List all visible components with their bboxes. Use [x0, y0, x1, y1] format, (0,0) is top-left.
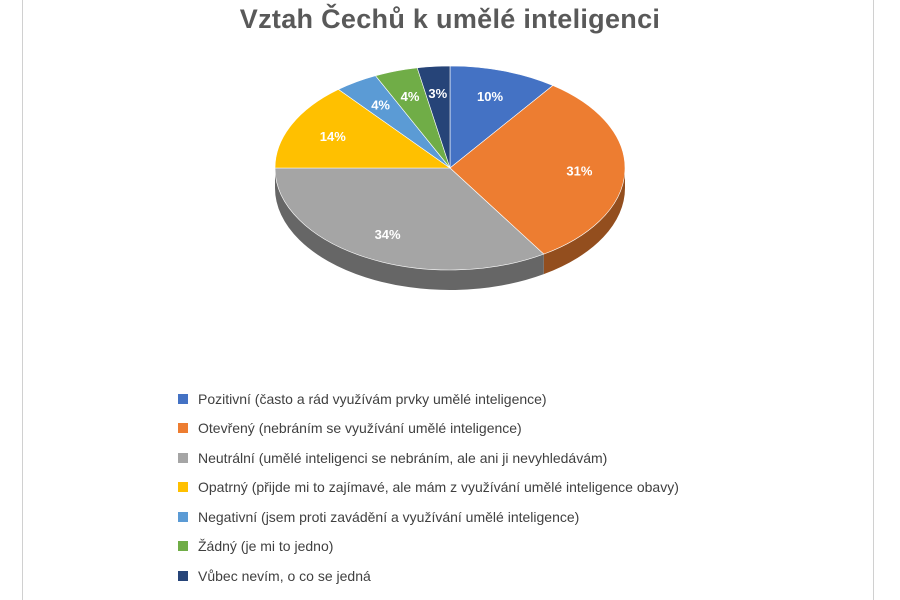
legend-label: Žádný (je mi to jedno) [198, 538, 334, 554]
pie-slice-pozitivni [449, 65, 554, 169]
legend-label: Opatrný (přijde mi to zajímavé, ale mám … [198, 479, 679, 495]
legend-item-zadny: Žádný (je mi to jedno) [178, 536, 679, 557]
data-label-opatrny: 14% [320, 129, 346, 144]
pie-side-otevreny [543, 168, 625, 275]
legend-swatch [178, 393, 188, 404]
data-label-pozitivni: 10% [477, 89, 503, 104]
data-label-otevreny: 31% [566, 163, 592, 178]
legend-label: Neutrální (umělé inteligenci se nebráním… [198, 449, 608, 466]
legend-swatch [178, 541, 188, 551]
pie-labels: 10% 31% 34% 14% 4% 4% 3% [320, 86, 593, 242]
pie-side-neutralni [275, 168, 544, 291]
legend-swatch [178, 423, 188, 433]
data-label-neutralni: 34% [375, 227, 401, 242]
pie-slice-otevreny [449, 85, 626, 255]
data-label-vubec: 3% [428, 86, 447, 101]
pie-slice-opatrny [274, 89, 451, 169]
pie-top [274, 65, 626, 271]
data-label-zadny: 4% [401, 89, 420, 104]
legend-item-opatrny: Opatrný (přijde mi to zajímavé, ale mám … [178, 477, 679, 498]
legend-label: Otevřený (nebráním se využívání umělé in… [198, 420, 522, 436]
legend-swatch [178, 482, 188, 492]
legend-item-otevreny: Otevřený (nebráním se využívání umělé in… [178, 418, 679, 439]
legend-label: Vůbec nevím, o co se jedná [198, 567, 371, 584]
legend-swatch [178, 511, 188, 522]
pie-depth [275, 168, 625, 291]
legend-item-vubec: Vůbec nevím, o co se jedná [178, 565, 679, 586]
legend-item-neutralni: Neutrální (umělé inteligenci se nebráním… [178, 447, 679, 468]
chart-frame [22, 0, 874, 600]
legend: Pozitivní (často a rád využívám prvky um… [178, 388, 679, 595]
legend-item-pozitivni: Pozitivní (často a rád využívám prvky um… [178, 388, 679, 409]
pie-slice-neutralni [274, 167, 545, 271]
legend-swatch [178, 452, 188, 463]
legend-item-negativni: Negativní (jsem proti zavádění a využívá… [178, 506, 679, 527]
data-label-negativni: 4% [371, 97, 390, 112]
chart-title: Vztah Čechů k umělé inteligenci [239, 4, 661, 34]
pie-slice-vubec [416, 65, 451, 169]
legend-label: Negativní (jsem proti zavádění a využívá… [198, 508, 580, 525]
legend-label: Pozitivní (často a rád využívám prvky um… [198, 390, 547, 407]
legend-swatch [178, 570, 188, 581]
